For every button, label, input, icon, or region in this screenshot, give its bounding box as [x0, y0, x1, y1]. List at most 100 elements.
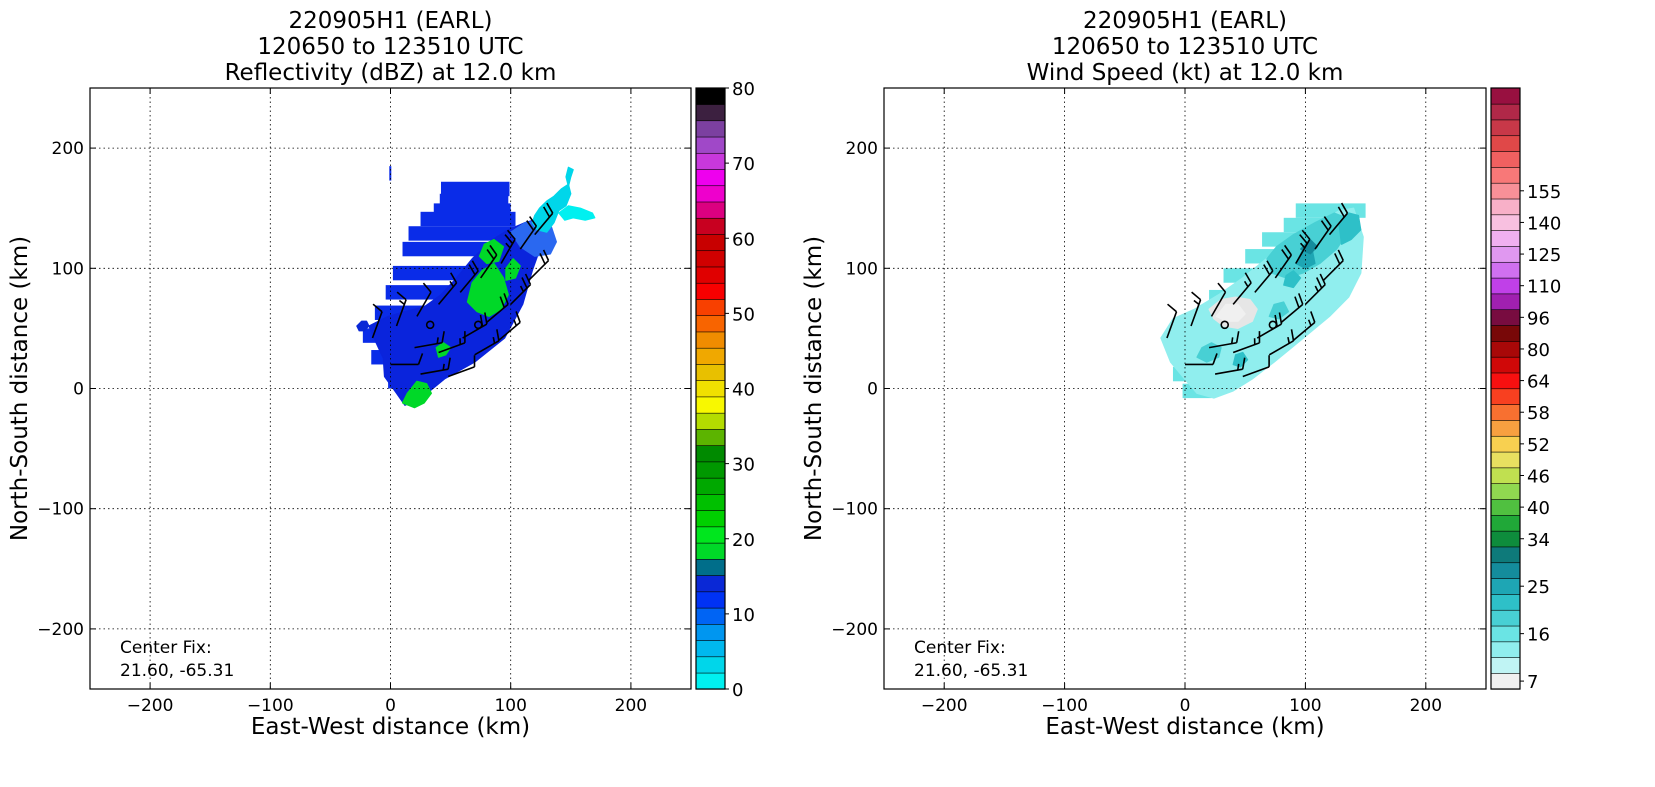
colorbar-swatch	[695, 363, 726, 381]
y-axis-label: North-South distance (km)	[7, 236, 33, 541]
colorbar-swatch	[695, 136, 726, 154]
wind-barb	[1232, 272, 1252, 305]
wind-barb	[447, 355, 476, 378]
wind-barb	[519, 216, 538, 250]
wind-barb	[1208, 331, 1240, 349]
colorbar-swatch	[1490, 135, 1521, 152]
colorbar-swatch	[695, 672, 726, 690]
data-contour	[558, 205, 596, 221]
wind-barb	[371, 303, 383, 339]
wind-barb-flag	[447, 357, 451, 370]
colorbar-swatch	[1490, 514, 1521, 532]
wind-barb-flag	[506, 229, 516, 240]
wind-barb	[437, 272, 458, 305]
wind-barb-flag	[1334, 253, 1341, 265]
colorbar-swatch	[1490, 641, 1521, 658]
data-contour	[1338, 212, 1362, 245]
colorbar-tick-label: 20	[732, 530, 755, 551]
colorbar-swatch	[1490, 483, 1521, 500]
wind-barb-flag	[1167, 303, 1178, 313]
center-fix-value: 21.60, -65.31	[120, 661, 234, 681]
wind-barb-flag	[471, 260, 479, 272]
colorbar-tick-label: 40	[732, 380, 755, 401]
wind-barb-half-flag	[1243, 280, 1249, 288]
data-contour	[565, 166, 574, 188]
wind-barb	[1328, 202, 1349, 236]
swath-cell	[439, 193, 509, 209]
wind-barb-half-flag	[442, 363, 445, 371]
colorbar-swatch	[695, 331, 726, 349]
colorbar: 0 10 20 30 40 50 60 70 80	[695, 79, 755, 701]
colorbar-swatch	[1490, 625, 1521, 643]
wind-barb	[486, 293, 509, 324]
colorbar-swatch	[695, 574, 726, 593]
colorbar-tick-label: 64	[1527, 372, 1550, 393]
wind-barb	[1214, 357, 1246, 375]
chart-title-line: 220905H1 (EARL)	[1083, 8, 1287, 34]
center-fix-value: 21.60, -65.31	[914, 661, 1028, 681]
wind-barb	[414, 331, 445, 349]
wind-barb	[1268, 329, 1295, 356]
colorbar-swatch	[695, 250, 726, 268]
chart-title-line: 220905H1 (EARL)	[288, 8, 492, 34]
wind-barb-half-flag	[1193, 299, 1200, 306]
x-tick-label: 0	[385, 696, 396, 716]
wind-barb	[1274, 244, 1293, 279]
wind-barb	[459, 260, 479, 293]
wind-barb-flag	[1235, 331, 1240, 343]
colorbar-tick-label: 70	[732, 154, 755, 175]
colorbar-tick-label: 60	[732, 229, 755, 250]
wind-barb-staff	[371, 311, 383, 339]
wind-barb-staff	[447, 366, 475, 378]
wind-barb-half-flag	[513, 319, 518, 326]
wind-barb-half-flag	[1230, 337, 1234, 344]
swath-cell	[408, 226, 523, 241]
wind-barb-half-flag	[1307, 319, 1312, 326]
colorbar-swatch	[1490, 498, 1521, 516]
colorbar-swatch	[695, 526, 726, 544]
colorbar-swatch	[1490, 577, 1521, 595]
colorbar-swatch	[695, 103, 726, 122]
wind-barb-flag	[1283, 244, 1293, 256]
x-tick-label: 200	[615, 696, 647, 716]
wind-barb-half-flag	[436, 337, 439, 344]
colorbar-tick-label: 40	[1527, 498, 1550, 519]
colorbar-swatch	[695, 558, 726, 576]
wind-barb	[479, 244, 498, 279]
colorbar-swatch	[1490, 277, 1521, 295]
wind-barb-flag	[1319, 273, 1326, 285]
colorbar-swatch	[695, 412, 726, 430]
wind-barb	[1210, 282, 1227, 317]
colorbar-swatch	[1490, 593, 1521, 611]
wind-barb-flag	[1217, 282, 1227, 293]
colorbar-swatch	[1490, 261, 1521, 279]
colorbar-swatch	[1490, 530, 1521, 548]
wind-barb	[500, 229, 516, 264]
colorbar-swatch	[1490, 245, 1521, 263]
wind-barb-flag	[539, 253, 546, 265]
wind-barb	[498, 311, 521, 342]
wind-barb	[1280, 293, 1304, 324]
chart-title-line: 120650 to 123510 UTC	[1052, 34, 1318, 60]
colorbar-swatch	[1490, 293, 1521, 311]
y-tick-label: 0	[867, 380, 878, 400]
y-tick-label: 100	[846, 259, 878, 279]
data-contour	[505, 258, 521, 281]
plot-area	[1160, 202, 1366, 399]
colorbar-swatch	[695, 607, 726, 625]
wind-barb	[1304, 273, 1326, 305]
y-tick-label: 200	[52, 139, 84, 159]
wind-barb-flag	[1244, 272, 1252, 284]
wind-barb	[395, 291, 407, 327]
wind-barb-half-flag	[1287, 336, 1290, 344]
colorbar-swatch	[1490, 166, 1521, 184]
wind-barb-flag	[489, 244, 498, 256]
wind-barb-flag	[546, 202, 554, 214]
wind-barb	[1254, 260, 1274, 293]
x-tick-label: −100	[247, 696, 294, 716]
colorbar-tick-label: 96	[1527, 308, 1550, 329]
x-tick-label: −200	[921, 696, 968, 716]
colorbar-swatch	[695, 656, 726, 674]
wind-barb-flag	[372, 303, 383, 313]
colorbar-tick-label: 34	[1527, 530, 1550, 551]
